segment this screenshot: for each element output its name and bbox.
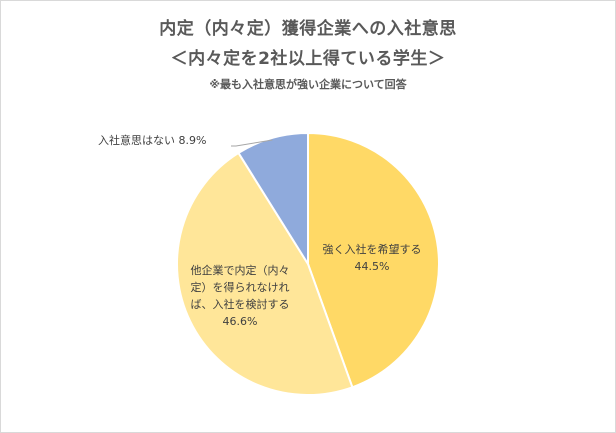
data-label-slice-1: 強く入社を希望する 44.5% [318, 241, 426, 275]
chart-title: 内定（内々定）獲得企業への入社意思 [159, 19, 457, 39]
pie-slice-3 [237, 131, 309, 268]
chart-subtitle: ＜内々定を2社以上得ている学生＞ [170, 49, 446, 69]
data-label-category-line: 他企業で内定（内々 [190, 264, 290, 277]
data-label-value: 46.6% [222, 315, 258, 328]
data-label-category: 強く入社を希望する [322, 243, 422, 256]
pie-slice-2 [176, 151, 354, 396]
data-label-slice-3: 入社意思はない 8.9% [98, 132, 206, 149]
data-label-value: 44.5% [354, 260, 390, 273]
leader-line [231, 139, 273, 147]
chart-note: ※最も入社意思が強い企業について回答 [209, 78, 407, 91]
data-label-category-line: ば、入社を検討する [190, 298, 290, 311]
data-label-category-line: 定）を得られなけれ [190, 281, 290, 294]
data-label-value: 8.9% [178, 134, 207, 147]
pie-slice-1 [307, 131, 440, 389]
data-label-slice-2: 他企業で内定（内々 定）を得られなけれ ば、入社を検討する 46.6% [180, 262, 300, 330]
data-label-category: 入社意思はない [98, 134, 175, 147]
